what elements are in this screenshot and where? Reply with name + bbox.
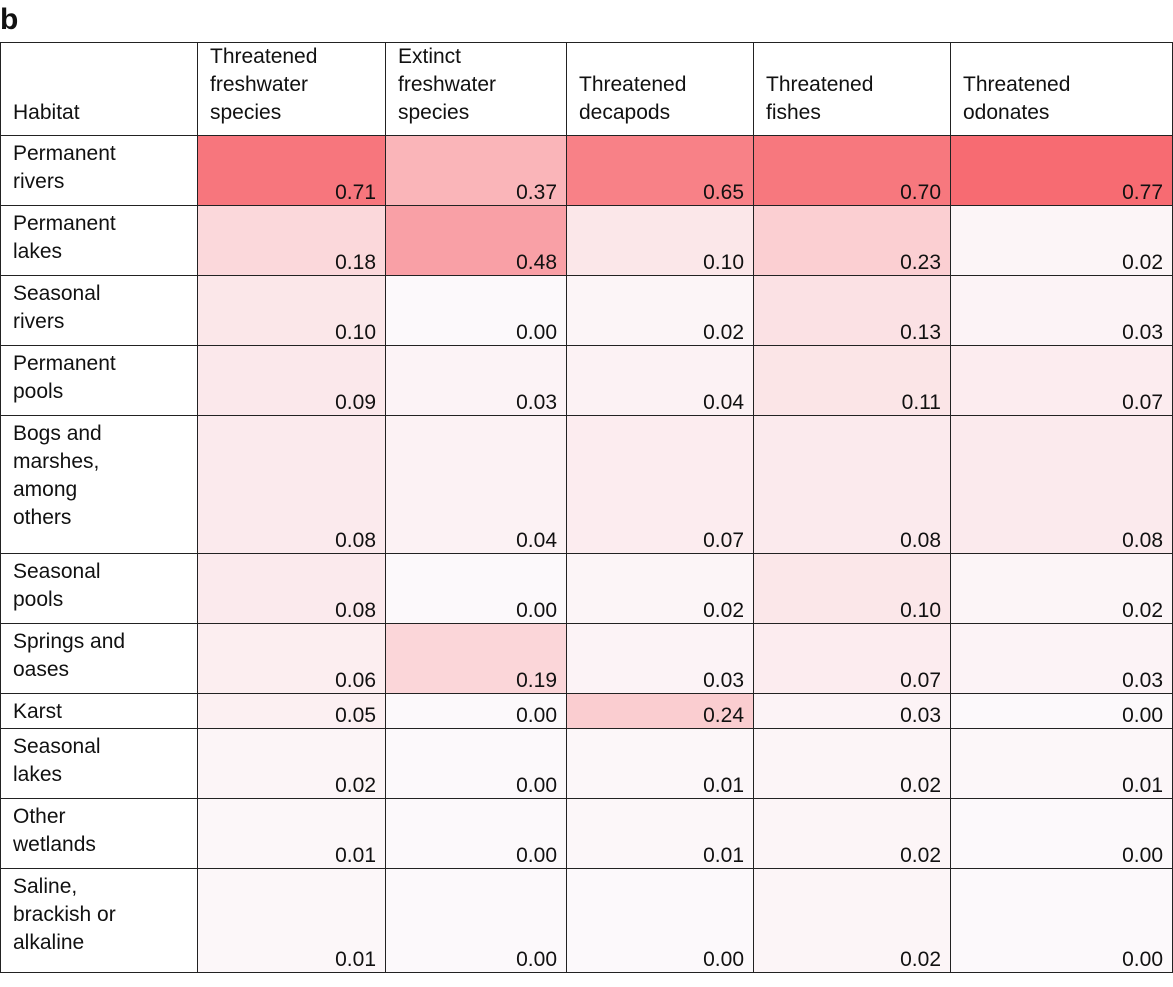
habitat-label: Bogs and marshes, among others	[0, 415, 198, 554]
heatmap-cell: 0.08	[753, 415, 951, 554]
table-row: Karst 0.05 0.00 0.24 0.03 0.00	[0, 693, 1173, 729]
heatmap-cell: 0.10	[197, 275, 386, 346]
table-row: Seasonal lakes 0.02 0.00 0.01 0.02 0.01	[0, 728, 1173, 799]
heatmap-cell: 0.02	[566, 553, 754, 624]
column-header: Threatened decapods	[566, 42, 754, 136]
heatmap-cell: 0.48	[385, 205, 567, 276]
heatmap-cell: 0.00	[385, 275, 567, 346]
heatmap-cell: 0.02	[566, 275, 754, 346]
heatmap-cell: 0.24	[566, 693, 754, 729]
habitat-label: Springs and oases	[0, 623, 198, 694]
table-row: Seasonal pools 0.08 0.00 0.02 0.10 0.02	[0, 553, 1173, 624]
heatmap-cell: 0.07	[566, 415, 754, 554]
heatmap-cell: 0.10	[753, 553, 951, 624]
habitat-label: Seasonal rivers	[0, 275, 198, 346]
panel-label: b	[0, 3, 19, 36]
heatmap-cell: 0.77	[950, 135, 1173, 206]
heatmap-cell: 0.00	[385, 693, 567, 729]
table-row: Saline, brackish or alkaline 0.01 0.00 0.00…	[0, 868, 1173, 973]
heatmap-cell: 0.37	[385, 135, 567, 206]
column-header: Threatened freshwater species	[197, 42, 386, 136]
heatmap-cell: 0.01	[950, 728, 1173, 799]
habitat-label: Seasonal pools	[0, 553, 198, 624]
table-row: Permanent pools 0.09 0.03 0.04 0.11 0.07	[0, 345, 1173, 416]
heatmap-table: Habitat Threatened freshwater species Ex…	[0, 42, 1173, 973]
heatmap-cell: 0.02	[753, 728, 951, 799]
heatmap-cell: 0.03	[753, 693, 951, 729]
heatmap-cell: 0.00	[950, 693, 1173, 729]
habitat-label: Seasonal lakes	[0, 728, 198, 799]
heatmap-cell: 0.08	[950, 415, 1173, 554]
header-row: Habitat Threatened freshwater species Ex…	[0, 42, 1173, 136]
heatmap-cell: 0.71	[197, 135, 386, 206]
table-row: Springs and oases 0.06 0.19 0.03 0.07 0.03	[0, 623, 1173, 694]
heatmap-body: Permanent rivers 0.71 0.37 0.65 0.70 0.77 Perm…	[0, 135, 1173, 973]
heatmap-cell: 0.02	[950, 205, 1173, 276]
heatmap-cell: 0.02	[753, 798, 951, 869]
heatmap-cell: 0.00	[950, 798, 1173, 869]
heatmap-cell: 0.00	[385, 798, 567, 869]
habitat-label: Permanent rivers	[0, 135, 198, 206]
heatmap-cell: 0.09	[197, 345, 386, 416]
column-header: Threatened odonates	[950, 42, 1173, 136]
table-row: Bogs and marshes, among others 0.08 0.04 0.…	[0, 415, 1173, 554]
heatmap-cell: 0.10	[566, 205, 754, 276]
heatmap-cell: 0.04	[566, 345, 754, 416]
heatmap-cell: 0.01	[197, 868, 386, 973]
habitat-label: Karst	[0, 693, 198, 729]
heatmap-cell: 0.01	[197, 798, 386, 869]
heatmap-cell: 0.00	[385, 728, 567, 799]
heatmap-cell: 0.00	[566, 868, 754, 973]
table-row: Other wetlands 0.01 0.00 0.01 0.02 0.00	[0, 798, 1173, 869]
heatmap-cell: 0.00	[950, 868, 1173, 973]
table-row: Permanent rivers 0.71 0.37 0.65 0.70 0.77	[0, 135, 1173, 206]
table-row: Permanent lakes 0.18 0.48 0.10 0.23 0.02	[0, 205, 1173, 276]
heatmap-cell: 0.01	[566, 728, 754, 799]
heatmap-cell: 0.11	[753, 345, 951, 416]
column-header: Extinct freshwater species	[385, 42, 567, 136]
habitat-label: Permanent lakes	[0, 205, 198, 276]
heatmap-cell: 0.23	[753, 205, 951, 276]
heatmap-cell: 0.07	[753, 623, 951, 694]
column-header: Threatened fishes	[753, 42, 951, 136]
heatmap-cell: 0.00	[385, 553, 567, 624]
table-row: Seasonal rivers 0.10 0.00 0.02 0.13 0.03	[0, 275, 1173, 346]
heatmap-cell: 0.03	[950, 275, 1173, 346]
heatmap-cell: 0.06	[197, 623, 386, 694]
heatmap-cell: 0.19	[385, 623, 567, 694]
heatmap-cell: 0.02	[950, 553, 1173, 624]
heatmap-cell: 0.02	[753, 868, 951, 973]
heatmap-cell: 0.00	[385, 868, 567, 973]
habitat-label: Other wetlands	[0, 798, 198, 869]
heatmap-cell: 0.01	[566, 798, 754, 869]
heatmap-cell: 0.70	[753, 135, 951, 206]
heatmap-cell: 0.03	[566, 623, 754, 694]
heatmap-cell: 0.04	[385, 415, 567, 554]
heatmap-cell: 0.07	[950, 345, 1173, 416]
heatmap-cell: 0.65	[566, 135, 754, 206]
heatmap-cell: 0.05	[197, 693, 386, 729]
heatmap-cell: 0.08	[197, 553, 386, 624]
heatmap-cell: 0.02	[197, 728, 386, 799]
habitat-label: Permanent pools	[0, 345, 198, 416]
heatmap-cell: 0.03	[950, 623, 1173, 694]
heatmap-cell: 0.13	[753, 275, 951, 346]
habitat-label: Saline, brackish or alkaline	[0, 868, 198, 973]
heatmap-cell: 0.03	[385, 345, 567, 416]
heatmap-cell: 0.18	[197, 205, 386, 276]
row-header: Habitat	[0, 42, 198, 136]
heatmap-cell: 0.08	[197, 415, 386, 554]
